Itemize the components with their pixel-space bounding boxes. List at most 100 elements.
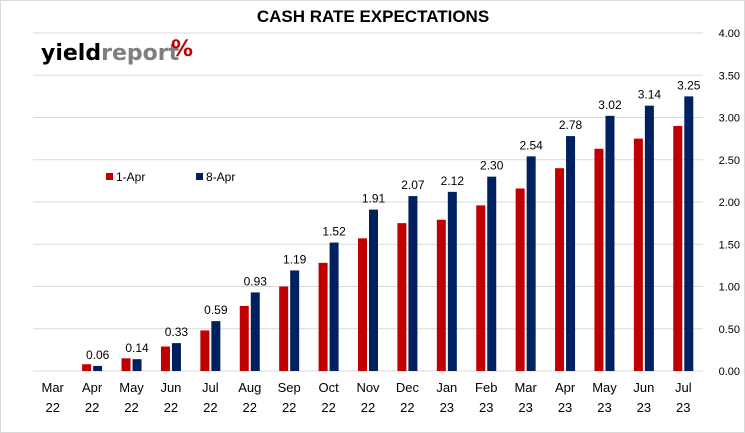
x-tick-label-year: 22 xyxy=(164,400,178,415)
bar-8-apr xyxy=(211,321,221,371)
x-tick-label-month: Oct xyxy=(318,380,339,395)
bar-1-apr xyxy=(515,188,525,371)
y-tick-label: 2.00 xyxy=(719,197,740,209)
bar-1-apr xyxy=(239,305,249,371)
bar-1-apr xyxy=(555,168,565,371)
legend-swatch-1-apr xyxy=(106,173,113,180)
data-label: 3.25 xyxy=(677,78,701,92)
data-label: 1.91 xyxy=(362,192,386,206)
x-tick-label-year: 22 xyxy=(203,400,217,415)
legend-swatch-8-apr xyxy=(196,173,203,180)
logo-yield-text: yield xyxy=(41,41,101,66)
bar-1-apr xyxy=(82,364,92,371)
x-tick-label-month: May xyxy=(592,380,617,395)
bar-8-apr xyxy=(605,115,615,371)
bar-8-apr xyxy=(290,270,300,371)
bar-8-apr xyxy=(487,176,497,371)
x-tick-label-month: Jul xyxy=(675,380,692,395)
bar-8-apr xyxy=(93,365,103,371)
y-tick-label: 3.00 xyxy=(719,113,740,125)
data-label: 2.12 xyxy=(441,174,465,188)
bar-8-apr xyxy=(526,156,536,371)
x-tick-label-year: 23 xyxy=(558,400,572,415)
legend-label-8-apr: 8-Apr xyxy=(206,170,235,184)
data-label: 2.30 xyxy=(480,159,504,173)
data-label: 0.06 xyxy=(86,348,110,362)
y-tick-label: 1.00 xyxy=(719,282,740,294)
data-label: 2.54 xyxy=(519,138,543,152)
data-label: 3.02 xyxy=(598,98,622,112)
svg-text:yieldreport: yieldreport xyxy=(41,41,180,66)
data-label: 3.14 xyxy=(638,88,662,102)
x-tick-label-month: Aug xyxy=(238,380,261,395)
data-label: 2.78 xyxy=(559,118,583,132)
bar-1-apr xyxy=(633,138,643,371)
x-tick-label-month: Sep xyxy=(278,380,301,395)
x-tick-label-month: Feb xyxy=(475,380,497,395)
logo-report-text: report xyxy=(101,41,179,66)
bar-1-apr xyxy=(358,238,367,371)
y-tick-label: 2.50 xyxy=(719,155,740,167)
x-tick-label-year: 22 xyxy=(85,400,99,415)
x-tick-label-year: 22 xyxy=(124,400,138,415)
bar-8-apr xyxy=(684,96,694,371)
data-label: 0.93 xyxy=(244,274,268,288)
bar-8-apr xyxy=(132,359,142,371)
x-tick-label-month: Nov xyxy=(356,380,380,395)
bar-1-apr xyxy=(673,125,683,371)
x-tick-label-month: Apr xyxy=(555,380,576,395)
x-tick-label-month: Dec xyxy=(396,380,420,395)
x-tick-label-month: Jul xyxy=(202,380,219,395)
x-tick-label-year: 22 xyxy=(361,400,375,415)
x-tick-label-year: 23 xyxy=(518,400,532,415)
x-tick-label-month: Jun xyxy=(633,380,654,395)
bar-8-apr xyxy=(329,242,339,371)
logo-percent-text: % xyxy=(171,37,193,62)
x-tick-label-year: 23 xyxy=(479,400,493,415)
x-tick-label-month: Mar xyxy=(514,380,537,395)
data-labels: 0.06 0.14 0.33 0.59 0.93 1.19 1.52 1.91 2.07 2.12… xyxy=(86,78,701,362)
x-tick-label-year: 23 xyxy=(440,400,454,415)
bar-8-apr xyxy=(566,136,576,371)
data-label: 0.14 xyxy=(125,341,149,355)
data-label: 0.33 xyxy=(165,325,189,339)
chart-title: CASH RATE EXPECTATIONS xyxy=(257,7,489,26)
x-axis-category-labels: Mar 22 Apr 22 May 22 Jun 22 Jul 22 Aug 22 Sep 22 Oct 22… xyxy=(42,380,692,415)
x-tick-label-year: 22 xyxy=(282,400,296,415)
bar-1-apr xyxy=(594,148,604,371)
x-tick-label-year: 22 xyxy=(400,400,414,415)
bar-8-apr xyxy=(408,196,418,371)
bar-1-apr xyxy=(436,219,446,371)
bar-1-apr xyxy=(121,358,131,371)
bar-8-apr xyxy=(644,105,654,372)
data-label: 1.19 xyxy=(283,252,307,266)
bar-1-apr xyxy=(200,330,210,371)
y-tick-label: 4.00 xyxy=(719,28,740,40)
x-tick-label-year: 23 xyxy=(637,400,651,415)
x-tick-label-month: Jun xyxy=(160,380,181,395)
x-tick-label-year: 23 xyxy=(597,400,611,415)
bar-1-apr xyxy=(279,286,289,371)
y-tick-label: 0.50 xyxy=(719,324,740,336)
data-label: 1.52 xyxy=(322,225,346,239)
y-tick-label: 3.50 xyxy=(719,70,740,82)
bar-8-apr xyxy=(369,209,378,371)
x-tick-label-year: 22 xyxy=(321,400,335,415)
gridlines xyxy=(33,32,703,372)
x-tick-label-year: 22 xyxy=(243,400,257,415)
x-tick-label-year: 22 xyxy=(45,400,59,415)
legend: 1-Apr 8-Apr xyxy=(106,170,235,184)
x-tick-label-month: Mar xyxy=(42,380,65,395)
bar-1-apr xyxy=(318,262,328,371)
bar-8-apr xyxy=(447,191,457,371)
y-tick-label: 1.50 xyxy=(719,239,740,251)
bar-8-apr xyxy=(250,292,260,371)
y-axis-tick-labels: 0.00 0.50 1.00 1.50 2.00 2.50 3.00 3.50 4.00 xyxy=(719,28,740,378)
data-label: 0.59 xyxy=(204,303,228,317)
x-tick-label-month: May xyxy=(119,380,144,395)
bar-1-apr xyxy=(397,223,407,371)
data-label: 2.07 xyxy=(401,178,425,192)
bar-8-apr xyxy=(171,343,181,371)
x-tick-label-month: Apr xyxy=(82,380,103,395)
